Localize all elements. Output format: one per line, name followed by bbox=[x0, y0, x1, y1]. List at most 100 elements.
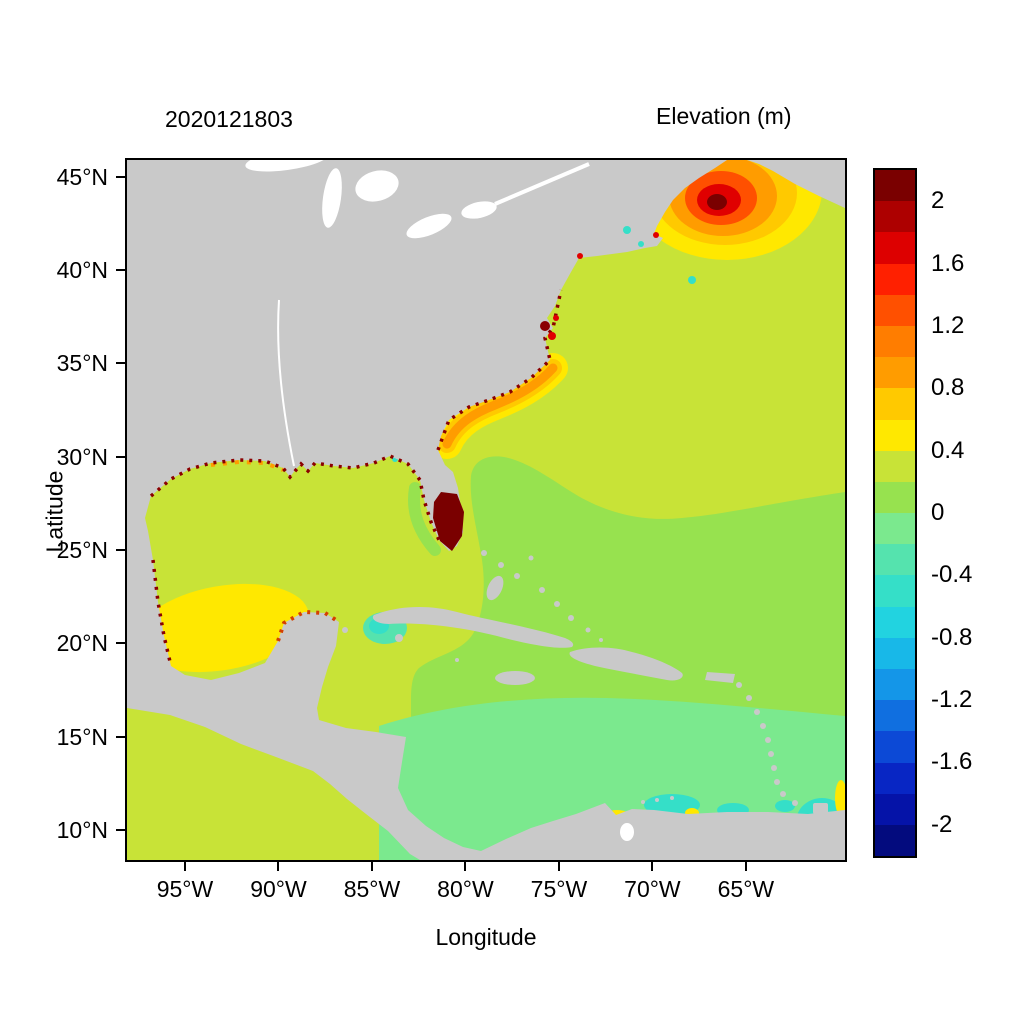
colorbar-segment bbox=[875, 481, 915, 514]
x-tick-mark bbox=[744, 862, 747, 871]
colorbar-segment bbox=[875, 325, 915, 358]
bahamas-island bbox=[568, 615, 574, 621]
colorbar-segment bbox=[875, 419, 915, 451]
colorbar-tick-label: -2 bbox=[931, 810, 953, 838]
bahamas-island bbox=[514, 573, 520, 579]
colorbar-segment bbox=[875, 669, 915, 701]
lesser-antilles-island bbox=[746, 695, 752, 701]
colorbar-segment bbox=[875, 263, 915, 295]
y-tick-label: 40°N bbox=[56, 257, 108, 284]
lesser-antilles-island bbox=[736, 682, 742, 688]
y-tick-mark bbox=[116, 735, 125, 738]
mexico-coast-speckle bbox=[151, 559, 173, 667]
y-tick-label: 45°N bbox=[56, 163, 108, 190]
chesapeake-red-speck-2 bbox=[548, 332, 556, 340]
y-tick-label: 30°N bbox=[56, 443, 108, 470]
lake-maracaibo bbox=[620, 823, 634, 841]
lesser-antilles-island bbox=[780, 791, 786, 797]
north-america-landmass bbox=[127, 160, 845, 860]
colorbar-segment bbox=[875, 637, 915, 669]
lesser-antilles-island bbox=[760, 723, 766, 729]
colorbar-segment bbox=[875, 170, 915, 202]
andros-island bbox=[486, 575, 504, 601]
colorbar-tick-label: 0 bbox=[931, 499, 945, 526]
y-tick-mark bbox=[116, 175, 125, 178]
x-tick-mark bbox=[277, 862, 280, 871]
colorbar-title: Elevation (m) bbox=[656, 103, 792, 129]
fundy-hotspot-darkred-center bbox=[707, 194, 727, 210]
lesser-antilles-island bbox=[792, 800, 798, 806]
colorbar-segment bbox=[875, 388, 915, 420]
x-tick-label: 90°W bbox=[250, 876, 307, 902]
x-tick-mark bbox=[464, 862, 467, 871]
x-tick-label: 95°W bbox=[156, 876, 214, 902]
trinidad-island bbox=[813, 803, 828, 814]
lake-ontario bbox=[461, 201, 497, 219]
y-tick-mark bbox=[116, 642, 125, 645]
cozumel-island bbox=[342, 627, 348, 633]
map-plot-area bbox=[125, 158, 847, 862]
colorbar-tick-label: 1.2 bbox=[931, 311, 965, 339]
louisiana-orange-speckle bbox=[210, 459, 284, 472]
campeche-yellow-patch bbox=[135, 583, 309, 673]
cuba-island bbox=[372, 606, 574, 648]
isle-of-youth-island bbox=[395, 634, 403, 642]
y-tick-label: 10°N bbox=[56, 817, 108, 844]
lesser-antilles-island bbox=[768, 751, 774, 757]
x-tick-mark bbox=[183, 862, 186, 871]
colorbar-segment bbox=[875, 762, 915, 794]
bahamas-island bbox=[481, 550, 487, 556]
y-tick-label: 15°N bbox=[56, 723, 108, 750]
lesser-antilles-island bbox=[754, 709, 760, 715]
caicos-island bbox=[599, 638, 603, 642]
colorbar-segment bbox=[875, 700, 915, 732]
colorbar-tick-label: 0.4 bbox=[931, 436, 965, 464]
new-york-red-speck bbox=[577, 253, 583, 259]
y-tick-mark bbox=[116, 269, 125, 272]
gulf-of-maine-teal-speck-2 bbox=[638, 241, 644, 247]
trinidad-cyan-patch bbox=[775, 800, 795, 812]
x-tick-label: 70°W bbox=[624, 876, 681, 902]
curacao-island bbox=[655, 798, 659, 802]
cape-cod-red-speck bbox=[653, 232, 659, 238]
colorbar-tick-label: -1.6 bbox=[931, 748, 973, 776]
lesser-antilles-island bbox=[765, 737, 771, 743]
colorbar-tick-label: -0.8 bbox=[931, 623, 973, 651]
lesser-antilles-island bbox=[774, 779, 780, 785]
x-tick-label: 80°W bbox=[437, 876, 494, 902]
lesser-antilles-island bbox=[771, 765, 777, 771]
jamaica-island bbox=[495, 671, 535, 685]
x-tick-label: 65°W bbox=[717, 876, 775, 902]
x-tick-mark bbox=[370, 862, 373, 871]
colorbar-segment bbox=[875, 513, 915, 545]
y-tick-mark bbox=[116, 455, 125, 458]
x-tick-mark bbox=[651, 862, 654, 871]
hispaniola-island bbox=[569, 647, 683, 681]
colorbar-segment bbox=[875, 201, 915, 233]
lake-erie bbox=[406, 213, 452, 239]
colorbar-segment bbox=[875, 450, 915, 482]
bonaire-island bbox=[670, 796, 674, 800]
y-tick-mark bbox=[116, 549, 125, 552]
colorbar-tick-label: -0.4 bbox=[931, 561, 973, 589]
colorbar-segment bbox=[875, 294, 915, 326]
st-lawrence-river bbox=[494, 162, 590, 206]
y-tick-label: 20°N bbox=[56, 630, 108, 657]
colorbar-tick-label: -1.2 bbox=[931, 686, 973, 714]
colorbar-segment bbox=[875, 793, 915, 825]
y-tick-mark bbox=[116, 362, 125, 365]
aruba-island bbox=[641, 800, 645, 804]
gulf-coast-speckle bbox=[149, 454, 441, 541]
y-tick-label: 35°N bbox=[56, 350, 108, 377]
colorbar-segment bbox=[875, 232, 915, 264]
cayman-island bbox=[455, 658, 459, 662]
colorbar-tick-label: 0.8 bbox=[931, 374, 965, 402]
se-coast-orange-band bbox=[442, 363, 558, 449]
y-tick-mark bbox=[116, 829, 125, 832]
colorbar-segment bbox=[875, 357, 915, 389]
x-axis-label: Longitude bbox=[435, 924, 537, 950]
chesapeake-red-speck bbox=[540, 321, 550, 331]
bahamas-island bbox=[554, 601, 560, 607]
puerto-rico-island bbox=[705, 672, 735, 683]
